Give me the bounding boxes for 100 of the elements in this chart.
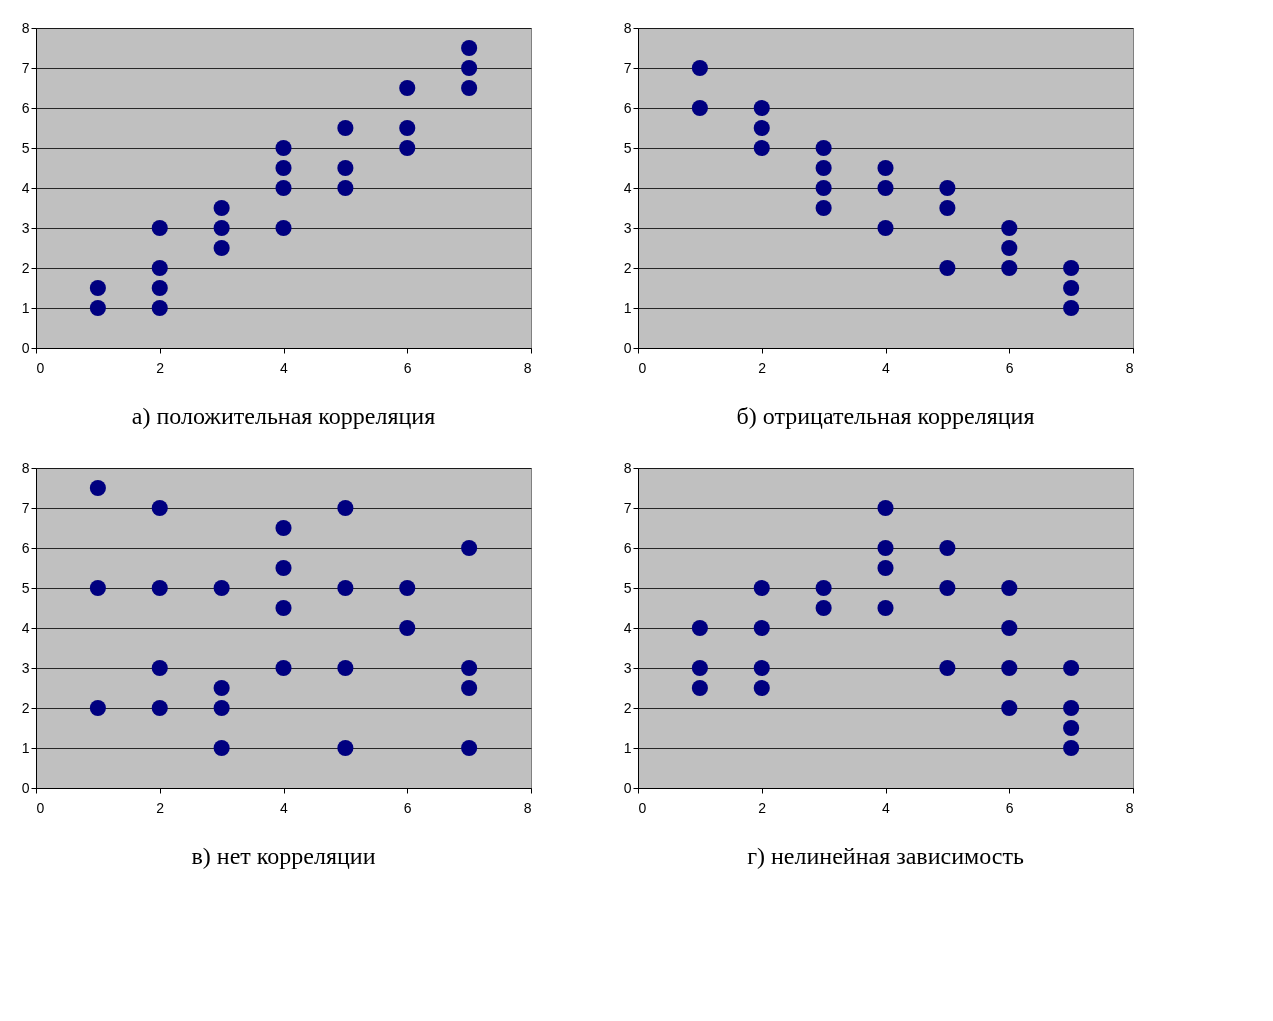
x-tick-label: 8 [523, 359, 532, 376]
y-tick-label: 1 [623, 299, 632, 316]
point [939, 179, 956, 197]
y-tick-label: 7 [21, 59, 30, 76]
point [939, 539, 956, 557]
x-tick-label: 2 [758, 359, 767, 376]
point [337, 499, 354, 517]
point [815, 199, 832, 217]
text: б) отрицательная корреляция [736, 403, 1035, 429]
y-tick-label: 1 [623, 739, 632, 756]
x-tick-label: 2 [156, 799, 165, 816]
y-tick-label: 3 [21, 659, 30, 676]
x-tick-label: 4 [280, 799, 289, 816]
y-tick-label: 5 [623, 139, 632, 156]
point [753, 139, 770, 157]
x-tick-label: 4 [280, 359, 289, 376]
y-tick-label: 2 [21, 259, 30, 276]
x-tick-label: 0 [638, 359, 647, 376]
y-tick-label: 8 [623, 459, 632, 476]
point [815, 139, 832, 157]
y-tick-label: 2 [21, 699, 30, 716]
point [753, 99, 770, 117]
y-tick-label: 6 [623, 539, 632, 556]
point [213, 219, 230, 237]
point [1063, 719, 1080, 737]
x-tick-label: 0 [36, 359, 45, 376]
point [399, 579, 416, 597]
x-tick-label: 6 [403, 359, 412, 376]
y-tick-label: 4 [21, 179, 30, 196]
y-tick-label: 0 [623, 339, 632, 356]
point [1063, 259, 1080, 277]
point [815, 179, 832, 197]
point [461, 59, 478, 77]
point [461, 739, 478, 757]
point [151, 279, 168, 297]
point [939, 579, 956, 597]
x-tick-label: 2 [156, 359, 165, 376]
point [89, 279, 106, 297]
point [753, 659, 770, 677]
text: а) положительная корреляция [131, 403, 436, 429]
x-tick-label: 6 [1005, 359, 1014, 376]
point [399, 139, 416, 157]
point [1001, 219, 1018, 237]
point [151, 259, 168, 277]
point [877, 599, 894, 617]
point [461, 539, 478, 557]
point [213, 679, 230, 697]
y-tick-label: 0 [21, 339, 30, 356]
y-tick-label: 0 [21, 779, 30, 796]
y-tick-label: 7 [623, 59, 632, 76]
point [151, 579, 168, 597]
point [461, 659, 478, 677]
point [275, 559, 292, 577]
point [939, 259, 956, 277]
y-tick-label: 6 [21, 539, 30, 556]
point [213, 239, 230, 257]
point [1001, 259, 1018, 277]
point [337, 179, 354, 197]
point [1063, 279, 1080, 297]
x-tick-label: 0 [36, 799, 45, 816]
point [337, 659, 354, 677]
point [399, 79, 416, 97]
y-tick-label: 3 [623, 219, 632, 236]
point [399, 619, 416, 637]
y-tick-label: 4 [623, 179, 632, 196]
point [753, 579, 770, 597]
text: в) нет корреляции [191, 843, 376, 869]
x-tick-label: 0 [638, 799, 647, 816]
point [151, 659, 168, 677]
point [1063, 699, 1080, 717]
point [939, 199, 956, 217]
y-tick-label: 1 [21, 739, 30, 756]
x-tick-label: 8 [1125, 799, 1134, 816]
point [213, 699, 230, 717]
x-tick-label: 6 [403, 799, 412, 816]
point [877, 179, 894, 197]
y-tick-label: 8 [21, 19, 30, 36]
y-tick-label: 4 [623, 619, 632, 636]
y-tick-label: 6 [623, 99, 632, 116]
point [275, 139, 292, 157]
point [275, 179, 292, 197]
x-tick-label: 4 [882, 359, 891, 376]
point [151, 219, 168, 237]
point [461, 679, 478, 697]
point [1063, 299, 1080, 317]
point [461, 39, 478, 57]
point [213, 739, 230, 757]
text: г) нелинейная зависимость [747, 843, 1024, 869]
point [691, 99, 708, 117]
point [89, 699, 106, 717]
point [399, 119, 416, 137]
y-tick-label: 5 [21, 139, 30, 156]
point [877, 539, 894, 557]
point [1063, 739, 1080, 757]
x-tick-label: 4 [882, 799, 891, 816]
point [151, 499, 168, 517]
point [151, 299, 168, 317]
point [89, 299, 106, 317]
point [337, 159, 354, 177]
point [89, 479, 106, 497]
